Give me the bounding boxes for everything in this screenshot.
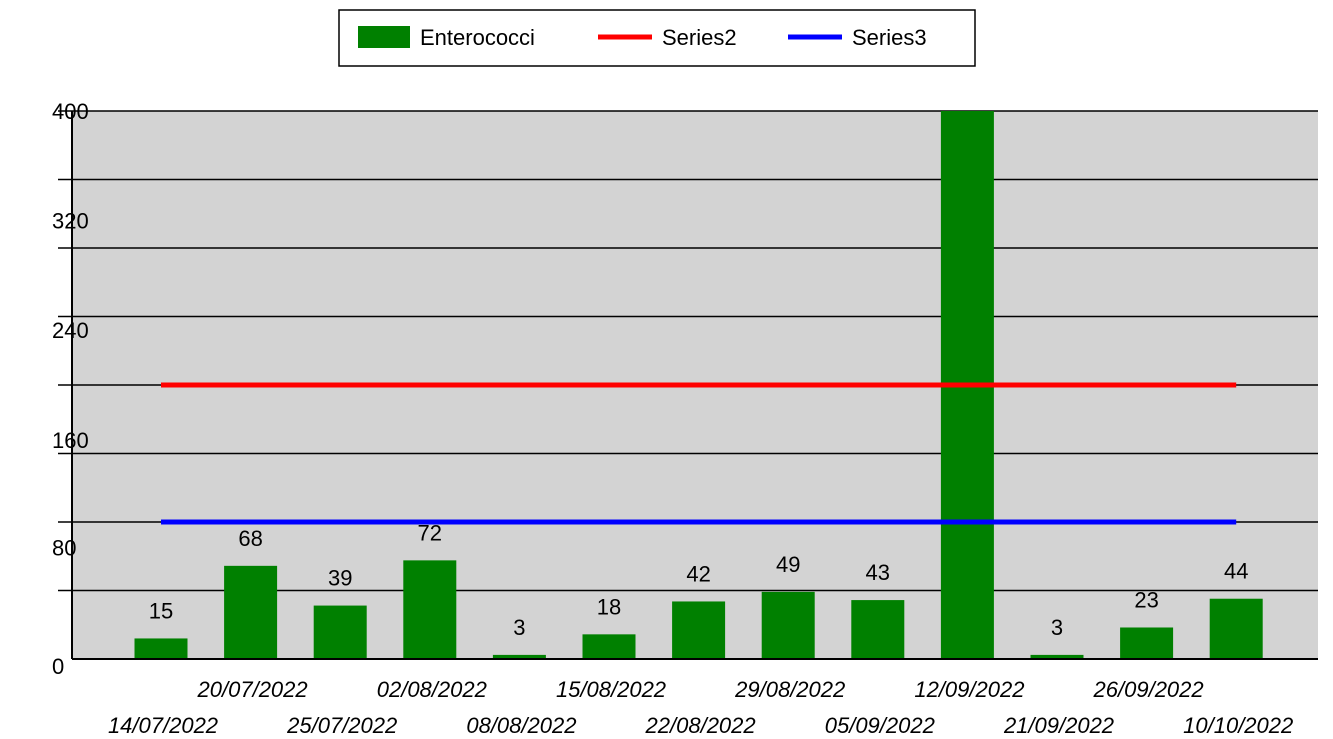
x-tick-label: 29/08/2022: [734, 677, 845, 702]
data-label: 3: [513, 615, 525, 640]
bar: [672, 601, 726, 659]
y-tick-label: 320: [52, 209, 89, 234]
legend-box: [338, 9, 976, 67]
bar: [1209, 598, 1263, 659]
bar: [582, 634, 636, 659]
data-label: 23: [1134, 587, 1158, 612]
y-tick-label: 160: [52, 428, 89, 453]
x-tick-label: 20/07/2022: [197, 677, 308, 702]
x-tick-label: 21/09/2022: [1003, 713, 1114, 738]
bar: [851, 600, 905, 659]
legend-label-series3: Series3: [852, 25, 927, 50]
data-label: 39: [328, 566, 352, 591]
data-label: 15: [149, 598, 173, 623]
data-label: 18: [597, 594, 621, 619]
x-tick-label: 15/08/2022: [556, 677, 666, 702]
data-label: 72: [418, 520, 442, 545]
x-tick-label: 02/08/2022: [377, 677, 487, 702]
bar: [224, 565, 278, 659]
legend-label-series2: Series2: [662, 25, 737, 50]
legend-label-enterococci: Enterococci: [420, 25, 535, 50]
x-tick-label: 12/09/2022: [914, 677, 1024, 702]
x-tick-label: 08/08/2022: [466, 713, 576, 738]
bar: [492, 654, 546, 659]
x-tick-label: 25/07/2022: [286, 713, 397, 738]
bar: [403, 560, 457, 659]
data-label: 68: [238, 526, 262, 551]
axes: 0 80 160 240 320 400 14/07/2022 20/07/2022 25/07…: [52, 99, 1318, 738]
legend-swatch-enterococci: [358, 26, 410, 48]
bar: [1030, 654, 1084, 659]
data-label: 42: [686, 561, 710, 586]
data-label: 3: [1051, 615, 1063, 640]
x-tick-label: 26/09/2022: [1093, 677, 1204, 702]
x-tick-label: 10/10/2022: [1183, 713, 1293, 738]
legend: Enterococci Series2 Series3: [338, 9, 976, 67]
x-tick-label: 22/08/2022: [645, 713, 756, 738]
data-label: 43: [866, 560, 890, 585]
x-tick-label: 05/09/2022: [825, 713, 935, 738]
bar: [1120, 627, 1174, 659]
data-label: 49: [776, 552, 800, 577]
y-tick-label: 240: [52, 318, 89, 343]
chart-marks: 15 68 39 72 3 18 42 49 43 3 23 44: [134, 111, 1263, 659]
bar: [313, 605, 367, 659]
bar: [761, 591, 815, 659]
bar: [134, 638, 188, 659]
y-tick-label: 80: [52, 535, 76, 560]
y-tick-label: 0: [52, 654, 64, 679]
x-tick-label: 14/07/2022: [108, 713, 218, 738]
data-label: 44: [1224, 559, 1248, 584]
y-tick-label: 400: [52, 99, 89, 124]
